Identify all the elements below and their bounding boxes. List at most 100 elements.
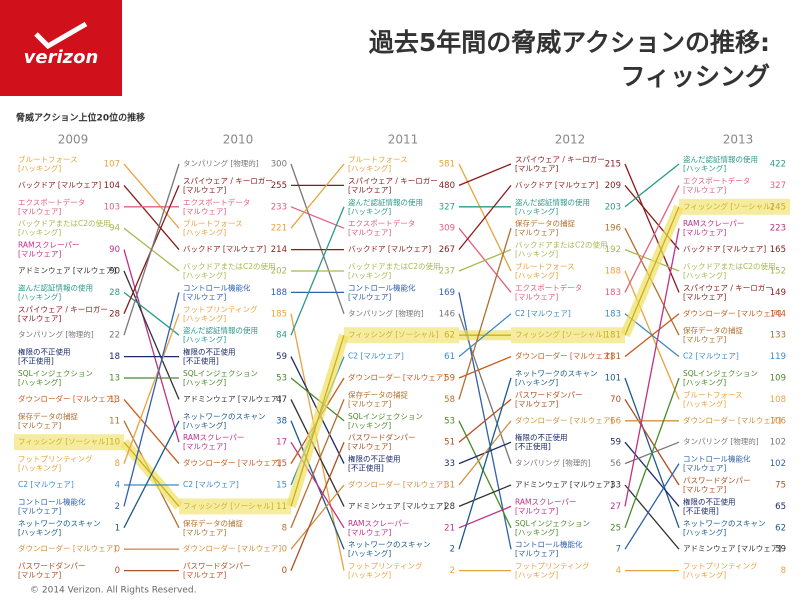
item-label: タンパリング [物理的] <box>183 158 259 168</box>
item-value: 202 <box>271 267 287 277</box>
item-value: 2 <box>450 545 455 555</box>
item-label: コントロール機能化 <box>183 282 251 292</box>
item-label: パスワードダンパー <box>515 389 583 399</box>
item-value: 0 <box>115 545 120 555</box>
item-category: [マルウェア] <box>683 335 726 344</box>
item-label: 保存データの捕捉 <box>183 518 243 528</box>
connector <box>123 420 180 529</box>
item-category: [ハッキング] <box>348 270 391 280</box>
item-value: 221 <box>271 224 287 234</box>
item-value: 66 <box>610 416 621 426</box>
item-category: [ハッキング] <box>515 206 558 216</box>
item-category: [マルウェア] <box>683 185 726 194</box>
item-category: [ハッキング] <box>515 249 558 259</box>
item-value: 11 <box>276 502 287 512</box>
item-value: 209 <box>605 181 621 191</box>
item-category: [マルウェア] <box>18 250 61 259</box>
year-label: 2012 <box>555 133 586 147</box>
title: フィッシング <box>620 62 770 91</box>
item-label: エクスポートデータ <box>515 282 582 292</box>
item-value: 15 <box>276 481 287 491</box>
item-label: 盗んだ認証情報の使用 <box>683 154 758 164</box>
item-value: 152 <box>770 267 786 277</box>
highlight-band <box>344 327 459 344</box>
connector <box>624 463 680 550</box>
item-value: 183 <box>605 309 621 319</box>
item-value: 169 <box>439 288 455 298</box>
item-value: 102 <box>770 438 786 448</box>
item-category: [マルウェア] <box>183 292 226 301</box>
item-value: 75 <box>775 481 786 491</box>
connector <box>458 163 512 187</box>
item-category: [ハッキング] <box>18 527 61 537</box>
item-value: 1 <box>115 523 120 533</box>
item-value: 188 <box>271 288 287 298</box>
item-label: 盗んだ認証情報の使用 <box>348 197 423 207</box>
connector <box>624 163 680 293</box>
year-label: 2010 <box>223 133 254 147</box>
item-category: [ハッキング] <box>18 463 61 473</box>
item-value: 2 <box>450 566 455 576</box>
item-label: フィッシング [ソーシャル] <box>183 500 274 510</box>
item-label: 盗んだ認証情報の使用 <box>18 282 93 292</box>
item-category: [ハッキング] <box>348 163 391 173</box>
item-label: フィッシング [ソーシャル] <box>18 436 109 446</box>
item-category: [ハッキング] <box>683 570 726 580</box>
item-label: 保存データの捕捉 <box>515 218 575 228</box>
connector <box>290 206 345 336</box>
connector <box>290 484 345 550</box>
logo-text: verizon <box>24 47 99 68</box>
item-label: RAMスクレーパー <box>683 219 744 228</box>
item-value: 58 <box>444 395 455 405</box>
item-value: 109 <box>770 374 786 384</box>
highlight-band <box>14 434 124 451</box>
connector <box>458 484 512 508</box>
item-value: 38 <box>276 416 287 426</box>
item-label: RAMスクレーパー <box>18 241 79 250</box>
footer: © 2014 Verizon. All Rights Reserved. <box>30 586 197 596</box>
item-value: 13 <box>109 395 120 405</box>
item-label: フットプリンティング <box>18 454 93 464</box>
connector <box>624 484 680 550</box>
item-value: 300 <box>271 160 287 170</box>
item-category: [不正使用] <box>183 356 219 366</box>
connector <box>290 399 345 529</box>
highlight-band <box>179 498 291 515</box>
item-value: 237 <box>439 267 455 277</box>
connector <box>458 228 512 400</box>
connector <box>624 399 680 486</box>
item-value: 0 <box>115 566 120 576</box>
item-category: [不正使用] <box>348 463 384 473</box>
item-category: [マルウェア] <box>515 506 558 515</box>
item-value: 104 <box>104 181 120 191</box>
item-label: ダウンローダー [マルウェア] <box>183 543 281 553</box>
item-label: RAMスクレーパー <box>183 433 244 442</box>
connector <box>123 184 180 251</box>
item-label: SQLインジェクション <box>183 369 258 378</box>
item-value: 188 <box>605 267 621 277</box>
item-value: 149 <box>770 288 786 298</box>
item-label: ブルートフォース <box>18 154 78 164</box>
item-value: 22 <box>109 331 120 341</box>
item-value: 53 <box>276 374 287 384</box>
item-label: フィッシング [ソーシャル] <box>348 329 439 339</box>
item-label: C2 [マルウェア] <box>348 352 404 361</box>
connector <box>290 335 345 507</box>
item-label: エクスポートデータ <box>18 197 85 207</box>
connector <box>624 163 680 208</box>
item-value: 119 <box>770 352 786 362</box>
item-value: 185 <box>271 309 287 319</box>
item-label: ダウンローダー [マルウェア] <box>515 351 613 361</box>
item-category: [ハッキング] <box>183 377 226 387</box>
connector <box>123 249 180 443</box>
item-label: ブルートフォース <box>683 389 743 399</box>
title: 過去5年間の脅威アクションの推移: <box>369 28 770 57</box>
item-category: [マルウェア] <box>348 292 391 301</box>
year-label: 2013 <box>723 133 754 147</box>
item-value: 25 <box>610 523 621 533</box>
item-value: 203 <box>605 202 621 212</box>
item-category: [マルウェア] <box>348 185 391 194</box>
item-label: SQLインジェクション <box>515 519 590 528</box>
item-label: ダウンローダー [マルウェア] <box>348 372 446 382</box>
item-value: 84 <box>276 331 287 341</box>
